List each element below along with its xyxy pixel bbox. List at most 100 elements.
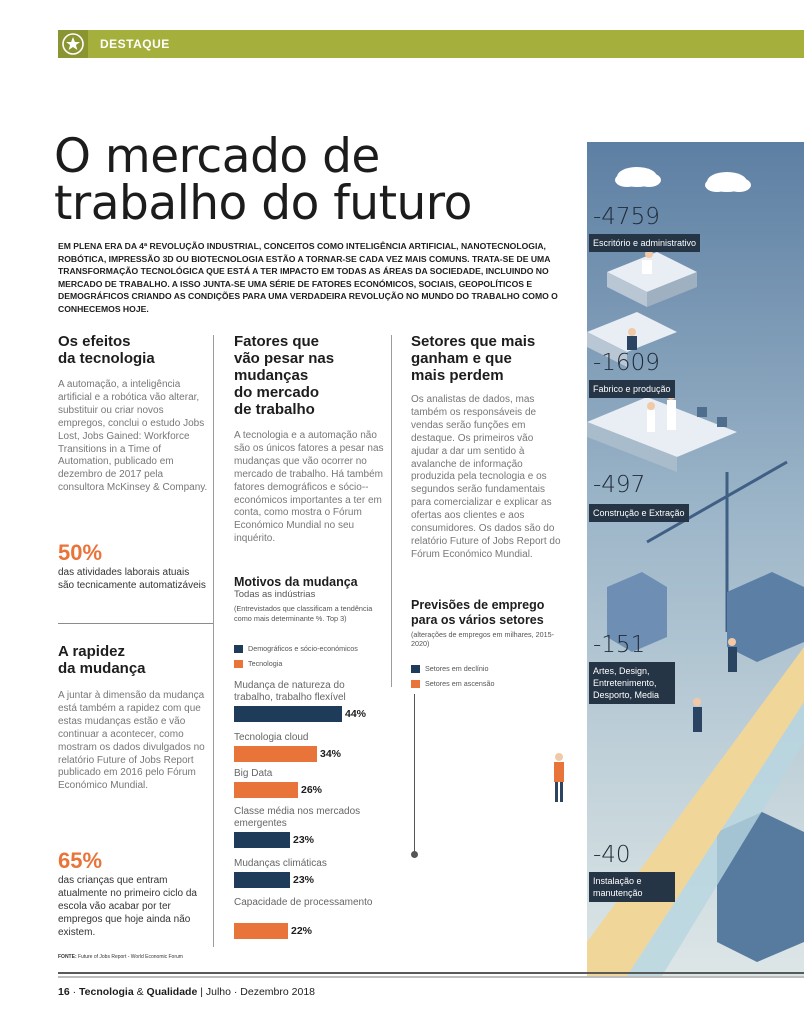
- heading-sectors: Setores que mais ganham e que mais perde…: [411, 333, 561, 384]
- legend-decline: Setores em declínio: [411, 664, 489, 673]
- bar-label: Classe média nos mercados emergentes: [234, 806, 361, 829]
- vertical-divider: [213, 335, 214, 947]
- magazine-amp: &: [133, 986, 147, 998]
- legend-demographic: Demográficos e sócio-económicos: [234, 644, 358, 653]
- heading-line: de trabalho: [234, 401, 315, 418]
- source-label: FONTE:: [58, 954, 77, 960]
- vertical-divider: [391, 335, 392, 687]
- chart-subtitle: Todas as indústrias: [234, 589, 316, 600]
- chart-note: (Entrevistados que classificam a tendênc…: [234, 604, 373, 623]
- chart-title: Motivos da mudança: [234, 575, 358, 589]
- sector-value: -40: [593, 842, 631, 868]
- bar-label: Big Data: [234, 768, 273, 779]
- section-header-bar: [58, 30, 804, 58]
- timeline-dot: [411, 851, 418, 858]
- lead-paragraph: Em plena era da 4ª revolução industrial,…: [58, 241, 558, 314]
- factory-scene: [587, 392, 737, 472]
- footer-sep: ·: [69, 986, 80, 998]
- heading-line: do mercado: [234, 384, 320, 401]
- sector-label: Construção e Extração: [589, 504, 689, 522]
- sector-label: Fabrico e produção: [589, 380, 675, 398]
- heading-line: da mudança: [58, 660, 146, 677]
- bar-value-label: 34%: [320, 748, 342, 760]
- source-text: Future of Jobs Report - World Economic F…: [76, 954, 183, 960]
- legend-swatch-orange: [234, 659, 243, 668]
- title-line-2: trabalho do futuro: [54, 176, 472, 231]
- legend-rise: Setores em ascensão: [411, 679, 495, 688]
- column-divider: [58, 623, 213, 624]
- source-note: FONTE: Future of Jobs Report - World Eco…: [58, 954, 183, 960]
- heading-line: Previsões de emprego: [411, 598, 545, 612]
- legend-swatch-navy: [234, 644, 243, 653]
- forecast-note: (alterações de empregos em milhares, 201…: [411, 630, 555, 648]
- legend-label: Setores em ascensão: [425, 679, 495, 688]
- person-walking-icon: [552, 752, 564, 802]
- isometric-illustration: -4759 Escritório e administrativo -1609 Fab…: [552, 142, 804, 976]
- page-number: 16: [58, 986, 70, 998]
- legend-swatch-navy: [411, 664, 420, 673]
- stat-50-percent: 50%: [58, 540, 103, 565]
- bar-label: Capacidade de processamento: [234, 897, 373, 908]
- heading-factors: Fatores que vão pesar nas mudanças do me…: [234, 333, 384, 418]
- speed-paragraph: A juntar à dimensão da mudança está tamb…: [58, 690, 205, 792]
- sector-value: -497: [593, 472, 646, 498]
- heading-forecast: Previsões de emprego para os vários seto…: [411, 598, 561, 628]
- legend-label: Tecnologia: [248, 659, 283, 668]
- heading-line: vão pesar nas: [234, 350, 335, 367]
- heading-line: mudanças: [234, 367, 309, 384]
- effects-paragraph: A automação, a inteligência artificial e…: [58, 379, 208, 494]
- title-line-1: O mercado de: [54, 129, 380, 184]
- heading-line: Setores que mais: [411, 333, 536, 350]
- timeline-line: [414, 694, 415, 854]
- bar-label: Mudanças climáticas: [234, 858, 327, 869]
- heading-effects-of-technology: Os efeitos da tecnologia: [58, 333, 208, 367]
- section-label: DESTAQUE: [100, 37, 170, 51]
- magazine-name-2: Qualidade: [146, 986, 198, 998]
- heading-line: Fatores que: [234, 333, 320, 350]
- bar: [234, 923, 288, 939]
- factors-paragraph: A tecnologia e a automação não são os ún…: [234, 430, 384, 545]
- bar-value-label: 22%: [291, 925, 313, 937]
- sector-label: Instalação e manutenção: [589, 872, 675, 902]
- bar: [234, 872, 290, 888]
- sectors-paragraph: Os analistas de dados, mas também os res…: [411, 394, 561, 560]
- legend-label: Setores em declínio: [425, 664, 489, 673]
- sector-value: -4759: [593, 204, 660, 230]
- sector-label: Escritório e administrativo: [589, 234, 701, 252]
- heading-line: da tecnologia: [58, 350, 155, 367]
- bar: [234, 832, 290, 848]
- bar-label: Mudança de natureza do trabalho, trabalh…: [234, 680, 346, 703]
- bar-label: Tecnologia cloud: [234, 732, 309, 743]
- bar-value-label: 44%: [345, 708, 367, 720]
- sector-value: -151: [593, 632, 646, 658]
- page-footer: 16 · Tecnologia & Qualidade | Julho · De…: [58, 986, 315, 998]
- magazine-name-1: Tecnologia: [79, 986, 134, 998]
- stat-50-caption: das atividades laborais atuais são tecni…: [58, 567, 206, 591]
- heading-line: A rapidez: [58, 643, 125, 660]
- heading-line: ganham e que: [411, 350, 512, 367]
- issue-date: | Julho · Dezembro 2018: [197, 986, 316, 998]
- legend-technology: Tecnologia: [234, 659, 282, 668]
- heading-speed-of-change: A rapidez da mudança: [58, 643, 208, 677]
- sector-value: -1609: [593, 350, 660, 376]
- heading-line: para os vários setores: [411, 613, 544, 627]
- legend-swatch-orange: [411, 679, 420, 688]
- footer-rule: [58, 976, 804, 978]
- page-title: O mercado de trabalho do futuro: [54, 133, 574, 227]
- sector-label: Artes, Design, Entretenimento, Desporto,…: [589, 662, 675, 704]
- stat-65-percent: 65%: [58, 848, 103, 873]
- bar-value-label: 23%: [293, 874, 315, 886]
- office-scene: [587, 250, 697, 367]
- bar-value-label: 26%: [301, 784, 323, 796]
- bar: [234, 782, 298, 798]
- heading-line: mais perdem: [411, 367, 504, 384]
- bar: [234, 706, 342, 722]
- legend-label: Demográficos e sócio-económicos: [248, 644, 358, 653]
- footer-rule: [58, 972, 804, 974]
- cloud-icon: [615, 167, 751, 192]
- bar: [234, 746, 317, 762]
- heading-line: Os efeitos: [58, 333, 131, 350]
- star-badge-icon: [58, 30, 88, 58]
- bar-value-label: 23%: [293, 834, 315, 846]
- stat-65-caption: das crianças que entram atualmente no pr…: [58, 875, 197, 938]
